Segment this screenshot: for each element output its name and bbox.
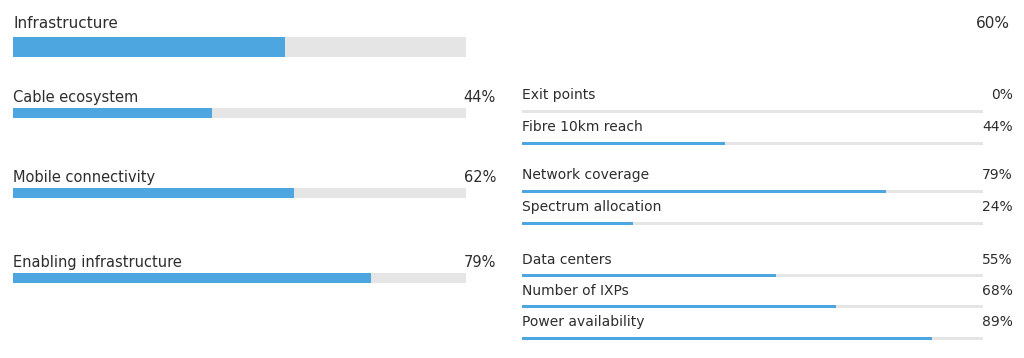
Bar [13, 108, 212, 118]
Text: 44%: 44% [464, 90, 496, 105]
Bar [13, 108, 466, 118]
Text: 79%: 79% [982, 168, 1013, 182]
Text: Cable ecosystem: Cable ecosystem [13, 90, 138, 105]
Text: 68%: 68% [982, 284, 1013, 298]
Text: 0%: 0% [991, 88, 1013, 102]
Bar [13, 188, 466, 198]
Text: Power availability: Power availability [522, 315, 645, 329]
Bar [522, 337, 983, 340]
Text: Spectrum allocation: Spectrum allocation [522, 200, 662, 214]
Bar [522, 305, 983, 308]
Text: 60%: 60% [976, 16, 1010, 31]
Text: Infrastructure: Infrastructure [13, 16, 118, 31]
Bar [13, 273, 466, 283]
Bar [13, 273, 371, 283]
Bar [13, 188, 294, 198]
Text: 89%: 89% [982, 315, 1013, 329]
Bar [522, 110, 983, 113]
Bar [13, 37, 466, 57]
Bar [522, 190, 983, 193]
Text: 24%: 24% [982, 200, 1013, 214]
Text: 79%: 79% [464, 255, 496, 270]
Bar [13, 37, 285, 57]
Bar [522, 142, 983, 145]
Bar [522, 274, 776, 277]
Bar [522, 190, 886, 193]
Text: Number of IXPs: Number of IXPs [522, 284, 629, 298]
Bar [522, 337, 932, 340]
Bar [522, 222, 633, 225]
Text: Exit points: Exit points [522, 88, 596, 102]
Bar [522, 222, 983, 225]
Text: Data centers: Data centers [522, 253, 612, 267]
Text: 44%: 44% [982, 120, 1013, 134]
Text: 55%: 55% [982, 253, 1013, 267]
Text: Enabling infrastructure: Enabling infrastructure [13, 255, 182, 270]
Bar [522, 274, 983, 277]
Text: Mobile connectivity: Mobile connectivity [13, 170, 156, 185]
Bar [522, 305, 836, 308]
Bar [522, 142, 725, 145]
Text: Network coverage: Network coverage [522, 168, 649, 182]
Text: 62%: 62% [464, 170, 496, 185]
Text: Fibre 10km reach: Fibre 10km reach [522, 120, 643, 134]
